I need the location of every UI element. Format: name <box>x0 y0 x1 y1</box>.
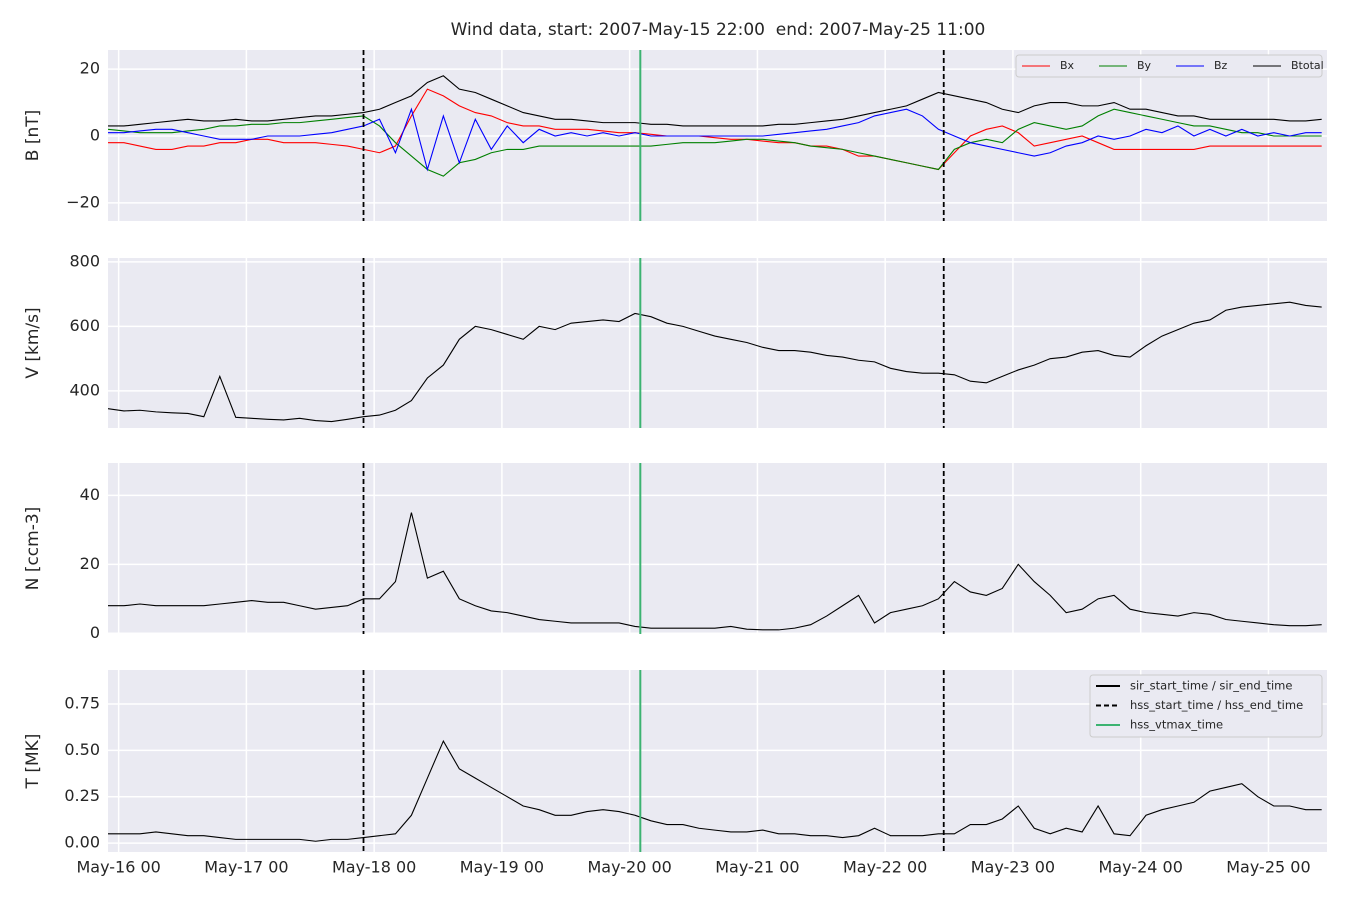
legend-label: Btotal <box>1291 59 1324 72</box>
legend-box <box>1015 54 1323 78</box>
y-tick-label: 0 <box>90 623 100 642</box>
x-tick-label: May-18 00 <box>332 858 416 877</box>
legend-box <box>1089 674 1323 738</box>
series-line <box>108 75 1322 127</box>
y-tick-label: 400 <box>69 380 100 399</box>
x-tick-label: May-20 00 <box>587 858 671 877</box>
series-line <box>108 107 1322 172</box>
x-tick-label: May-19 00 <box>460 858 544 877</box>
y-tick-label: 40 <box>80 485 100 504</box>
y-tick-label: 0 <box>90 126 100 145</box>
y-tick-label: 20 <box>80 59 100 78</box>
series-line <box>108 301 1322 423</box>
x-tick-label: May-17 00 <box>204 858 288 877</box>
legend-label: hss_vtmax_time <box>1130 718 1223 732</box>
y-tick-label: 0.75 <box>64 693 100 712</box>
y-tick-label: 0.25 <box>64 786 100 805</box>
y-axis-label: B [nT] <box>23 110 43 162</box>
y-tick-label: 0.50 <box>64 740 100 759</box>
x-tick-label: May-24 00 <box>1099 858 1183 877</box>
chart-title: Wind data, start: 2007-May-15 22:00 end:… <box>451 20 986 40</box>
series-line <box>108 108 1322 177</box>
y-axis-label: T [MK] <box>23 734 43 790</box>
y-tick-label: 800 <box>69 251 100 270</box>
y-tick-label: 600 <box>69 316 100 335</box>
legend-label: sir_start_time / sir_end_time <box>1130 679 1292 693</box>
plot-background <box>108 463 1327 634</box>
y-tick-label: 0.00 <box>64 833 100 852</box>
legend-label: Bz <box>1214 59 1228 72</box>
x-tick-label: May-16 00 <box>76 858 160 877</box>
legend-label: By <box>1137 59 1152 72</box>
x-tick-label: May-22 00 <box>843 858 927 877</box>
x-tick-label: May-21 00 <box>715 858 799 877</box>
series-line <box>108 739 1322 842</box>
y-axis-label: V [km/s] <box>23 307 43 378</box>
y-tick-label: −20 <box>66 192 100 211</box>
y-axis-label: N [ccm-3] <box>23 507 43 591</box>
legend-label: Bx <box>1060 59 1075 72</box>
plot-background <box>108 258 1327 428</box>
series-line <box>108 88 1322 171</box>
series-line <box>108 512 1322 631</box>
x-tick-label: May-23 00 <box>971 858 1055 877</box>
x-tick-label: May-25 00 <box>1226 858 1310 877</box>
legend-label: hss_start_time / hss_end_time <box>1130 698 1303 712</box>
y-tick-label: 20 <box>80 554 100 573</box>
